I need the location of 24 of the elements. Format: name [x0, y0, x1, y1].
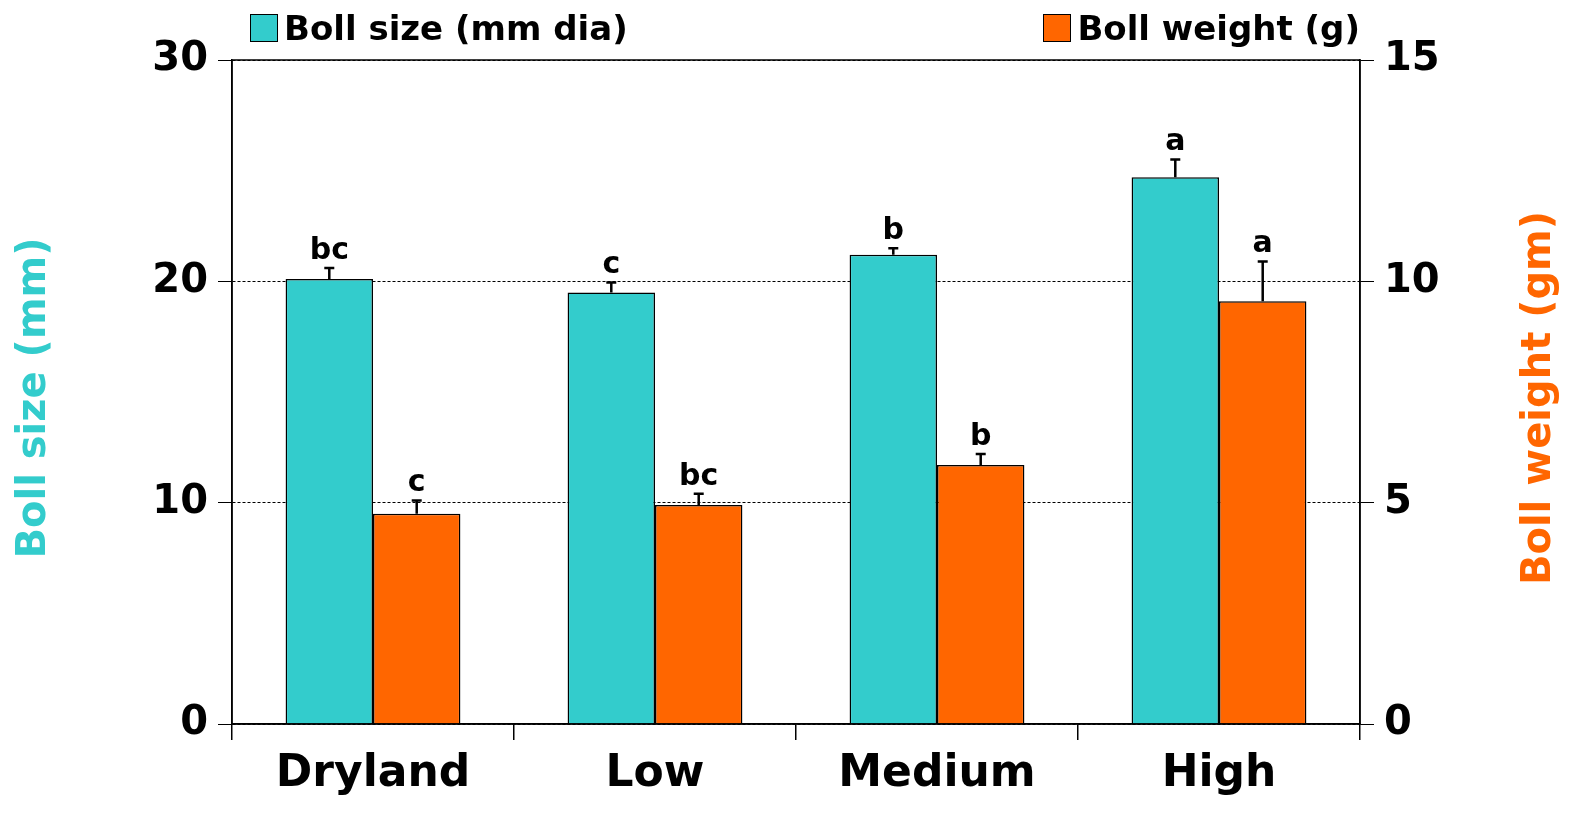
y-tick-label: 0 — [180, 697, 208, 744]
x-tick-label: Low — [605, 744, 705, 796]
data-label: bc — [679, 456, 719, 492]
y2-tick-label: 5 — [1384, 476, 1412, 523]
y-tick-label: 20 — [152, 254, 208, 301]
data-label: c — [602, 245, 621, 281]
y2-tick-label: 10 — [1384, 254, 1440, 301]
x-tick-label: Dryland — [275, 744, 471, 796]
data-label: c — [407, 463, 426, 499]
data-label: a — [1252, 224, 1273, 260]
legend-label: Boll size (mm dia) — [284, 8, 628, 48]
data-label: b — [882, 210, 905, 246]
y2-axis-title: Boll weight (gm) — [1513, 210, 1560, 586]
data-label: a — [1165, 122, 1186, 158]
x-tick-label: High — [1161, 744, 1277, 796]
y-tick-label: 10 — [152, 476, 208, 523]
data-label: bc — [309, 230, 349, 266]
y-axis-title: Boll size (mm) — [8, 237, 55, 559]
x-tick-label: Medium — [838, 744, 1036, 796]
y2-tick-label: 0 — [1384, 697, 1412, 744]
y2-tick-label: 15 — [1384, 33, 1440, 80]
data-label: b — [969, 416, 992, 452]
y-tick-label: 30 — [152, 33, 208, 80]
legend-label: Boll weight (g) — [1077, 8, 1360, 48]
